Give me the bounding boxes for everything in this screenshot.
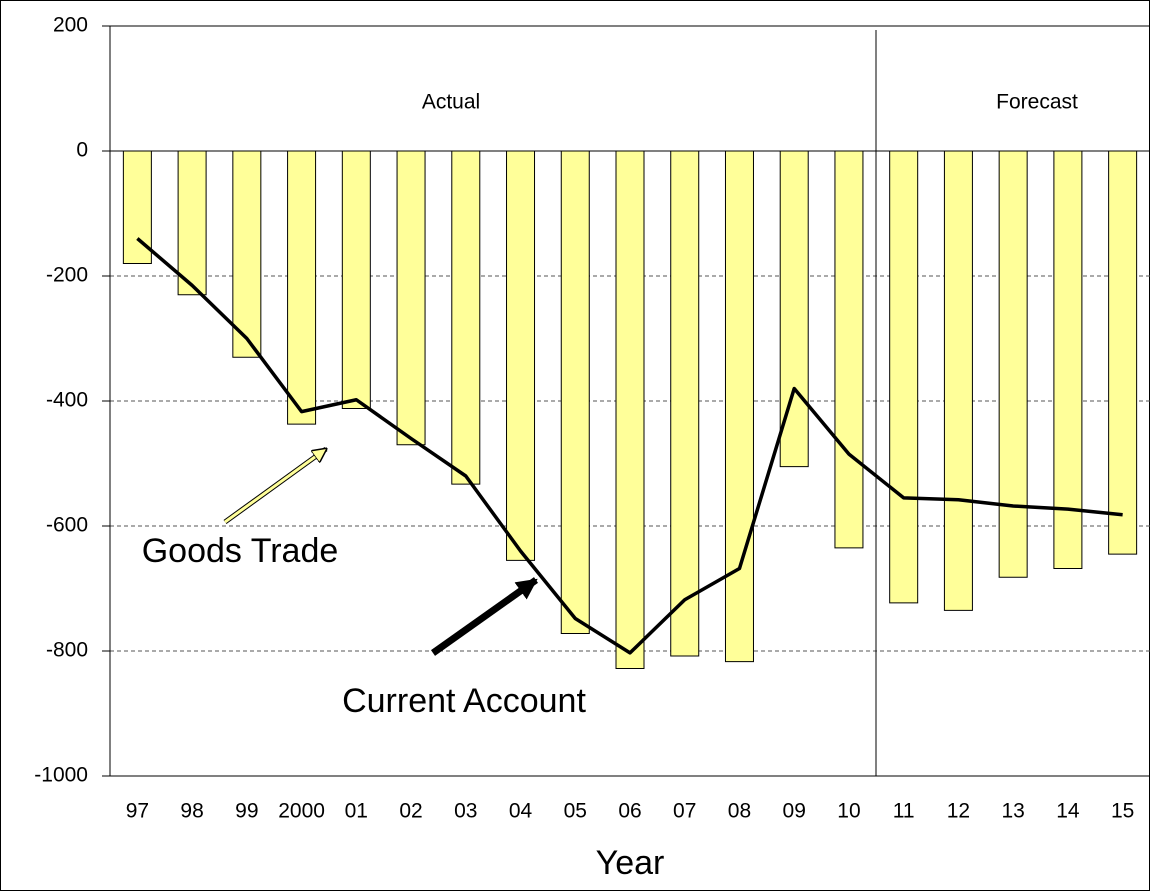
bar bbox=[1108, 150, 1138, 555]
y-tick-label: -800 bbox=[46, 639, 88, 662]
bar bbox=[560, 150, 590, 634]
x-tick-label: 15 bbox=[1111, 800, 1134, 823]
bar bbox=[177, 150, 207, 296]
bar bbox=[615, 150, 645, 669]
bar bbox=[889, 150, 919, 604]
x-tick-label: 14 bbox=[1056, 800, 1080, 823]
series-label: Goods Trade bbox=[142, 532, 339, 570]
x-tick-label: 07 bbox=[673, 800, 696, 823]
series-label: Current Account bbox=[342, 682, 586, 720]
bar bbox=[998, 150, 1028, 578]
y-tick-label: -200 bbox=[46, 264, 88, 287]
y-tick-label: 200 bbox=[53, 14, 88, 37]
x-tick-label: 05 bbox=[564, 800, 587, 823]
x-tick-label: 04 bbox=[509, 800, 533, 823]
x-tick-label: 2000 bbox=[278, 800, 325, 823]
x-tick-label: 12 bbox=[947, 800, 970, 823]
x-tick-label: 02 bbox=[399, 800, 422, 823]
y-tick-label: -1000 bbox=[34, 764, 88, 787]
x-axis-label: Year bbox=[596, 844, 665, 882]
x-tick-label: 03 bbox=[454, 800, 477, 823]
x-tick-label: 09 bbox=[783, 800, 806, 823]
bar bbox=[287, 150, 317, 425]
bar bbox=[670, 150, 700, 657]
x-tick-label: 06 bbox=[618, 800, 641, 823]
y-tick-label: 0 bbox=[76, 139, 88, 162]
x-tick-label: 98 bbox=[180, 800, 203, 823]
x-tick-label: 99 bbox=[235, 800, 258, 823]
arrow bbox=[224, 449, 326, 524]
y-tick-label: -400 bbox=[46, 389, 88, 412]
y-tick-label: -600 bbox=[46, 514, 88, 537]
annotation: Actual bbox=[422, 91, 480, 114]
x-tick-label: 13 bbox=[1001, 800, 1024, 823]
bar bbox=[232, 150, 262, 358]
x-tick-label: 08 bbox=[728, 800, 751, 823]
bar bbox=[724, 150, 754, 663]
bar bbox=[943, 150, 973, 611]
bar bbox=[341, 150, 371, 409]
bar bbox=[834, 150, 864, 549]
annotation: Forecast bbox=[996, 91, 1078, 114]
x-tick-label: 11 bbox=[893, 800, 915, 823]
x-tick-label: 10 bbox=[837, 800, 860, 823]
arrow bbox=[430, 577, 539, 656]
bar bbox=[451, 150, 481, 485]
bar bbox=[396, 150, 426, 446]
x-tick-label: 01 bbox=[345, 800, 368, 823]
line bbox=[136, 237, 1123, 655]
bar bbox=[506, 150, 536, 561]
x-tick-label: 97 bbox=[126, 800, 149, 823]
bar bbox=[1053, 150, 1083, 569]
